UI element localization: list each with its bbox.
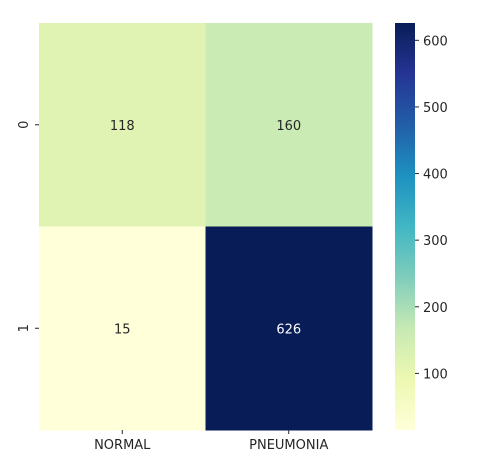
colorbar-gradient	[395, 23, 415, 430]
cell-value-label: 15	[114, 322, 131, 337]
heatmap-cell	[39, 23, 206, 227]
y-tick-label: 1	[17, 324, 32, 332]
x-tick-label: NORMAL	[94, 438, 151, 453]
colorbar-tick-label: 100	[423, 367, 448, 382]
colorbar-tick-label: 500	[423, 101, 448, 116]
cell-value-label: 160	[276, 119, 301, 134]
y-tick-label: 0	[17, 121, 32, 129]
heatmap-cell	[39, 226, 206, 431]
y-axis: 01	[17, 121, 39, 332]
heatmap-cell	[205, 23, 373, 227]
cell-value-label: 626	[276, 322, 301, 337]
colorbar: 100 200 300 400 500 600	[395, 23, 448, 430]
heatmap-cell	[205, 226, 373, 431]
x-axis: NORMAL PNEUMONIA	[94, 430, 328, 453]
heatmap-cell-labels: 118 160 15 626	[110, 119, 301, 338]
cell-value-label: 118	[110, 119, 135, 134]
colorbar-tick-label: 300	[423, 234, 448, 249]
colorbar-tick-label: 400	[423, 168, 448, 183]
colorbar-tick-label: 200	[423, 301, 448, 316]
heatmap-cells	[39, 23, 373, 431]
x-tick-label: PNEUMONIA	[249, 438, 328, 453]
colorbar-ticks: 100 200 300 400 500 600	[415, 34, 448, 382]
colorbar-tick-label: 600	[423, 34, 448, 49]
